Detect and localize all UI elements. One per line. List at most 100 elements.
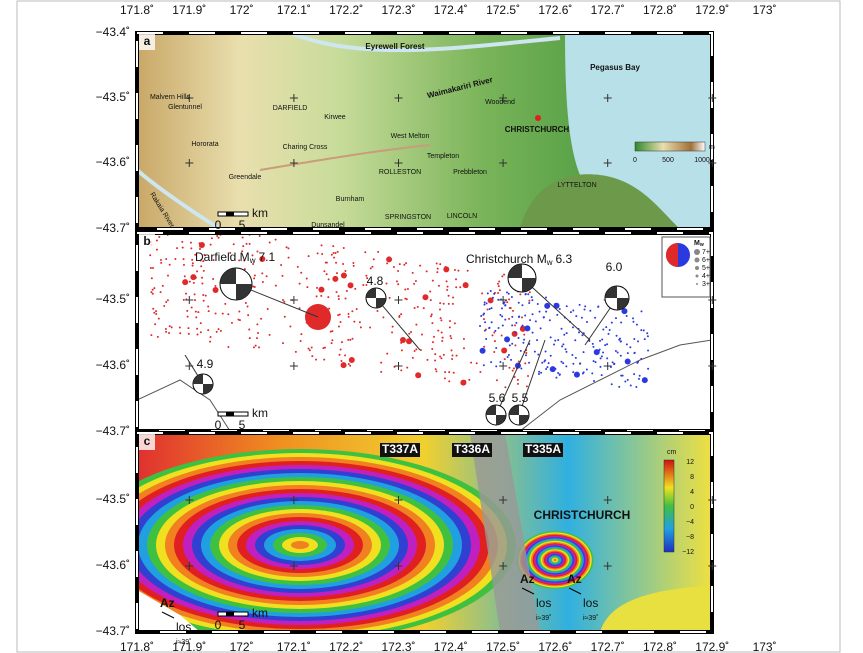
aftershock: [449, 326, 451, 328]
aftershock: [165, 328, 167, 330]
aftershock: [483, 318, 485, 320]
aftershock: [506, 301, 508, 303]
aftershock: [525, 354, 527, 356]
aftershock: [592, 343, 594, 345]
aftershock: [331, 254, 333, 256]
aftershock: [281, 275, 283, 277]
aftershock: [518, 316, 520, 318]
aftershock: [315, 359, 317, 361]
aftershock: [373, 258, 375, 260]
aftershock: [508, 298, 510, 300]
aftershock: [380, 371, 382, 373]
aftershock: [150, 334, 152, 336]
aftershock: [404, 288, 406, 290]
aftershock: [513, 367, 515, 369]
legend-entry: 6+: [702, 257, 710, 264]
scale-unit: km: [252, 606, 268, 620]
aftershock: [467, 270, 469, 272]
aftershock: [213, 287, 219, 293]
lon-tick-label: 172.5˚: [486, 3, 520, 17]
aftershock: [545, 311, 547, 313]
lon-tick-label: 172.8˚: [643, 640, 677, 653]
aftershock: [426, 270, 428, 272]
aftershock: [493, 332, 495, 334]
aftershock: [640, 329, 642, 331]
magnitude-label: 5.5: [512, 391, 529, 405]
aftershock: [545, 350, 547, 352]
aftershock: [193, 282, 195, 284]
scale-tick: 0: [215, 618, 222, 632]
place-label: Charing Cross: [283, 144, 328, 151]
aftershock: [348, 316, 350, 318]
aftershock: [300, 340, 302, 342]
aftershock: [436, 262, 438, 264]
aftershock: [560, 361, 562, 363]
aftershock: [642, 377, 648, 383]
aftershock: [492, 297, 494, 299]
aftershock: [597, 306, 599, 308]
aftershock: [154, 323, 156, 325]
aftershock: [353, 321, 355, 323]
aftershock: [215, 313, 217, 315]
aftershock: [211, 237, 213, 239]
place-label: LINCOLN: [447, 213, 477, 220]
aftershock: [351, 310, 353, 312]
aftershock: [507, 356, 509, 358]
aftershock: [521, 316, 523, 318]
place-label: Kirwee: [324, 114, 346, 121]
aftershock: [556, 314, 558, 316]
aftershock: [499, 314, 501, 316]
aftershock: [640, 310, 642, 312]
lon-tick-label: 172.1˚: [277, 640, 311, 653]
place-label: LYTTELTON: [557, 182, 596, 189]
aftershock: [257, 332, 259, 334]
lat-tick-label: −43.5˚: [96, 292, 130, 306]
aftershock: [620, 341, 622, 343]
aftershock: [512, 331, 518, 337]
aftershock: [565, 365, 567, 367]
aftershock: [496, 379, 498, 381]
aftershock: [520, 367, 522, 369]
aftershock: [412, 272, 414, 274]
aftershock: [203, 270, 205, 272]
aftershock: [396, 280, 398, 282]
aftershock: [550, 355, 552, 357]
aftershock: [183, 258, 185, 260]
aftershock: [498, 285, 500, 287]
aftershock: [316, 295, 318, 297]
aftershock: [275, 239, 277, 241]
aftershock: [169, 264, 171, 266]
aftershock: [476, 362, 478, 364]
aftershock: [201, 283, 203, 285]
aftershock: [451, 355, 453, 357]
lon-tick-label: 172˚: [230, 3, 254, 17]
aftershock: [247, 305, 249, 307]
lon-tick-label: 172.2˚: [329, 640, 363, 653]
aftershock: [620, 355, 622, 357]
aftershock: [609, 329, 611, 331]
lat-tick-label: −43.7˚: [96, 424, 130, 438]
aftershock: [435, 368, 437, 370]
aftershock: [400, 369, 402, 371]
aftershock: [508, 354, 510, 356]
aftershock: [553, 343, 555, 345]
aftershock: [454, 269, 456, 271]
aftershock: [242, 237, 244, 239]
aftershock: [160, 259, 162, 261]
aftershock: [152, 293, 154, 295]
aftershock: [605, 326, 607, 328]
aftershock: [406, 298, 408, 300]
place-label: CHRISTCHURCH: [505, 125, 570, 134]
legend-dot: [694, 249, 700, 255]
aftershock: [171, 326, 173, 328]
aftershock: [559, 308, 561, 310]
legend-dot: [696, 283, 698, 285]
aftershock: [493, 351, 495, 353]
aftershock: [508, 318, 510, 320]
aftershock: [275, 285, 277, 287]
aftershock: [417, 306, 419, 308]
aftershock: [162, 285, 164, 287]
aftershock: [160, 262, 162, 264]
aftershock: [644, 338, 646, 340]
aftershock: [419, 265, 421, 267]
